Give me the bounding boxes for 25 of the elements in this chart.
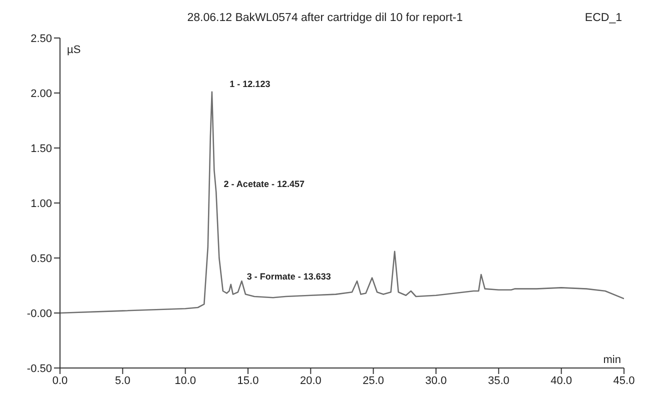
y-tick-label: 0.50 <box>30 252 52 265</box>
y-tick-label: 1.50 <box>30 142 52 155</box>
y-tick-label: 2.50 <box>30 32 52 45</box>
y-tick-label: -0.50 <box>26 362 52 375</box>
y-tick-label: 2.00 <box>30 88 52 100</box>
x-tick-label: 35.0 <box>488 374 510 387</box>
chart-title: 28.06.12 BakWL0574 after cartridge dil 10 for report-1 <box>187 12 463 24</box>
x-tick-label: 10.0 <box>174 374 196 387</box>
annotation: 1 - 12.123 <box>230 78 270 89</box>
x-tick-label: 20.0 <box>300 374 322 387</box>
y-axis-title: µS <box>67 44 81 56</box>
x-tick-label: 30.0 <box>425 374 447 387</box>
x-tick-label: 15.0 <box>237 374 259 387</box>
y-tick-label: 1.00 <box>30 198 52 210</box>
annotation: 2 - Acetate - 12.457 <box>224 179 304 189</box>
x-tick-label: 0.0 <box>52 374 68 387</box>
annotation: 3 - Formate - 13.633 <box>246 271 331 282</box>
x-axis-title: min <box>603 354 621 366</box>
x-tick-label: 5.0 <box>115 374 130 387</box>
line-series <box>60 91 624 314</box>
y-tick-label: -0.00 <box>26 308 52 320</box>
x-tick-label: 45.0 <box>613 374 635 387</box>
x-tick-label: 40.0 <box>550 374 572 387</box>
x-tick-label: 25.0 <box>362 374 384 387</box>
text: ECD_1 <box>584 12 622 24</box>
